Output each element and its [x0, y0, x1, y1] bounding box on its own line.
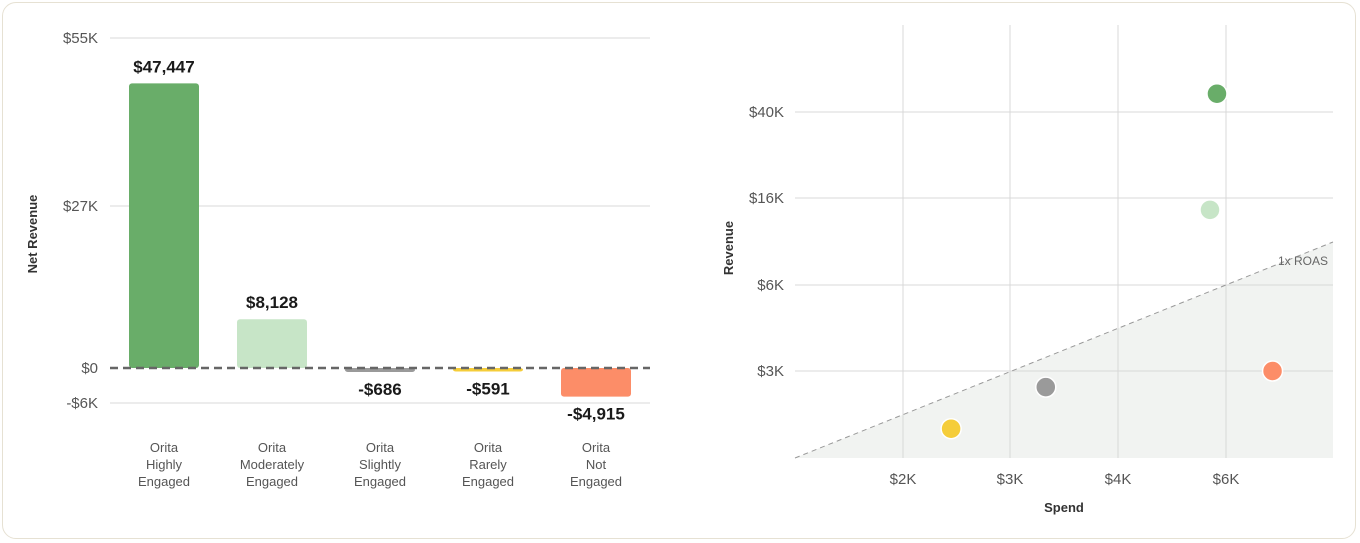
scatter-x-tick-labels: $2K $3K $4K $6K: [890, 471, 1240, 488]
bar-category-label: Engaged: [570, 474, 622, 489]
scatter-point: [1199, 199, 1221, 221]
bar-y-tick-label: $0: [81, 360, 98, 377]
bar-value-label: $8,128: [246, 293, 298, 312]
bar-value-label: -$4,915: [567, 405, 625, 424]
bar: [129, 83, 199, 369]
scatter-x-tick-label: $2K: [890, 471, 917, 488]
bar: [237, 319, 307, 368]
bar-category-label: Orita: [582, 440, 611, 455]
bar-category-label: Engaged: [354, 474, 406, 489]
scatter-y-tick-label: $6K: [757, 277, 784, 294]
bar-category-labels: Orita Highly Engaged Orita Moderately Engaged…: [138, 440, 622, 489]
bar-value-label: -$591: [466, 379, 509, 398]
bar-value-labels: $47,447 $8,128 -$686 -$591 -$4,915: [133, 57, 625, 423]
bar-value-label: $47,447: [133, 57, 194, 76]
scatter-points: [940, 82, 1284, 440]
scatter-point: [1206, 82, 1228, 105]
bar-series: [129, 83, 631, 397]
scatter-x-tick-label: $3K: [997, 471, 1024, 488]
net-revenue-bar-chart: $55K $27K $0 -$6K $47,447 $8,128 -$686 -$591 -$…: [25, 30, 650, 489]
scatter-y-tick-label: $3K: [757, 363, 784, 380]
scatter-x-tick-label: $4K: [1105, 471, 1132, 488]
bar-y-tick-label: $55K: [63, 30, 98, 47]
bar-category-label: Not: [586, 457, 607, 472]
bar: [345, 368, 415, 373]
scatter-x-axis-title: Spend: [1044, 500, 1084, 515]
bar-category-label: Rarely: [469, 457, 507, 472]
bar-y-tick-label: -$6K: [66, 395, 98, 412]
scatter-point: [1035, 376, 1057, 398]
spend-revenue-scatter-chart: $40K $16K $6K $3K $2K $3K $4K $6K 1x ROAS Spen…: [721, 25, 1334, 515]
scatter-y-tick-label: $16K: [749, 190, 784, 207]
scatter-point: [1261, 360, 1284, 382]
bar-gridlines: [110, 37, 650, 404]
scatter-x-tick-label: $6K: [1213, 471, 1240, 488]
bar-category-label: Engaged: [246, 474, 298, 489]
roas-line-label: 1x ROAS: [1278, 254, 1328, 268]
bar-y-tick-labels: $55K $27K $0 -$6K: [63, 30, 98, 412]
bar-category-label: Moderately: [240, 457, 305, 472]
bar-category-label: Orita: [474, 440, 503, 455]
bar-category-label: Slightly: [359, 457, 401, 472]
bar-value-label: -$686: [358, 380, 401, 399]
bar-y-axis-title: Net Revenue: [25, 195, 40, 274]
bar-y-tick-label: $27K: [63, 198, 98, 215]
scatter-y-tick-labels: $40K $16K $6K $3K: [749, 104, 784, 380]
scatter-y-axis-title: Revenue: [721, 221, 736, 275]
bar-category-label: Orita: [150, 440, 179, 455]
bar-category-label: Orita: [366, 440, 395, 455]
bar-category-label: Engaged: [462, 474, 514, 489]
scatter-point: [940, 417, 962, 440]
bar: [561, 368, 631, 397]
bar-category-label: Engaged: [138, 474, 190, 489]
scatter-y-tick-label: $40K: [749, 104, 784, 121]
bar-category-label: Highly: [146, 457, 183, 472]
roas-reference-line: [794, 241, 1334, 459]
bar-category-label: Orita: [258, 440, 287, 455]
